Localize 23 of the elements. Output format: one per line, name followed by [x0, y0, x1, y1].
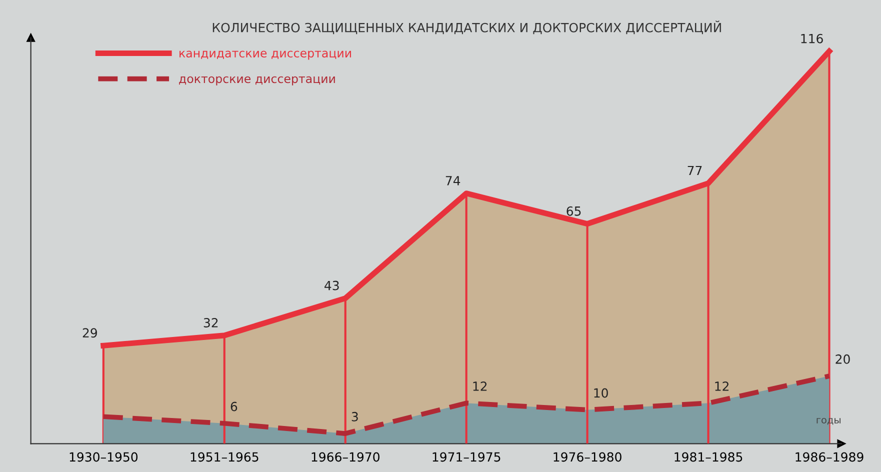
- data-label: 20: [836, 354, 850, 364]
- data-label: 10: [594, 388, 608, 398]
- x-tick-label: 1930–1950: [70, 452, 138, 462]
- data-label: 43: [324, 280, 339, 290]
- x-tick-label: 1986–1989: [796, 452, 864, 462]
- x-tick-label: 1971–1975: [432, 452, 500, 462]
- data-label: 32: [204, 318, 218, 328]
- data-label: 3: [352, 412, 358, 422]
- data-label: 29: [82, 328, 97, 338]
- data-label: 6: [230, 402, 238, 412]
- chart-title: КОЛИЧЕСТВО ЗАЩИЩЕННЫХ КАНДИДАТСКИХ И ДОКТОРСКИХ ДИССЕРТАЦИЙ: [212, 20, 721, 34]
- text: кандидатские диссертации: [180, 50, 351, 60]
- data-label: 74: [446, 176, 460, 186]
- data-label: 65: [566, 206, 581, 216]
- x-tick-label: 1981–1985: [674, 452, 742, 462]
- x-tick-label: 1951–1965: [190, 452, 258, 462]
- x-tick-label: 1966–1970: [312, 452, 380, 462]
- data-label: 77: [688, 166, 702, 176]
- data-label: 12: [715, 381, 728, 391]
- data-label: 12: [473, 381, 487, 391]
- data-label: 116: [801, 34, 823, 44]
- text: докторские диссертации: [179, 76, 335, 86]
- x-tick-label: 1976–1980: [554, 452, 622, 462]
